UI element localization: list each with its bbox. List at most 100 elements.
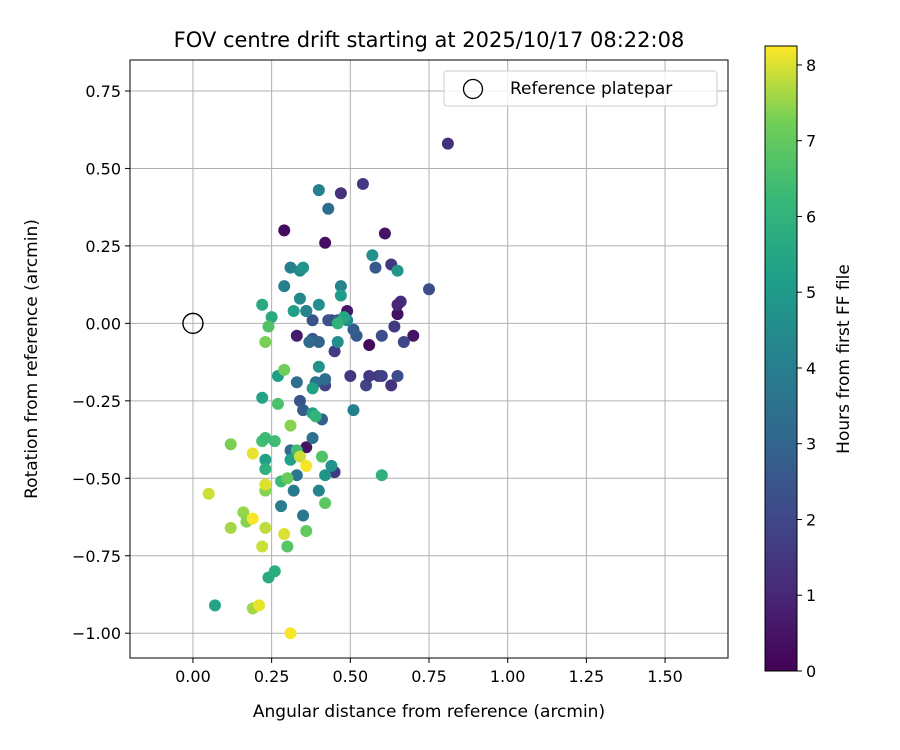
colorbar-ticks: 0 1 2 3 4 5 6 7 8 <box>797 56 816 681</box>
data-point <box>271 397 284 410</box>
data-points <box>202 137 454 640</box>
data-point <box>278 224 291 237</box>
y-tick-label: 0.25 <box>85 237 121 256</box>
x-tick-label: 0.50 <box>333 667 369 686</box>
data-point <box>256 540 269 553</box>
data-point <box>224 521 237 534</box>
y-tick-label: 0.50 <box>85 159 121 178</box>
colorbar-tick-label: 0 <box>806 662 816 681</box>
data-point <box>347 323 360 336</box>
data-point <box>253 599 266 612</box>
data-point <box>312 335 325 348</box>
data-point <box>375 329 388 342</box>
data-point <box>378 227 391 240</box>
data-point <box>397 335 410 348</box>
data-point <box>315 450 328 463</box>
data-point <box>423 283 435 296</box>
grid <box>130 60 728 658</box>
x-axis-ticks: 0.00 0.25 0.50 0.75 1.00 1.25 1.50 <box>175 658 683 686</box>
y-tick-label: −0.75 <box>72 547 121 566</box>
data-point <box>325 459 338 472</box>
data-point <box>281 540 294 553</box>
data-point <box>290 376 303 389</box>
data-point <box>224 438 237 451</box>
legend-box <box>443 70 718 107</box>
data-point <box>319 373 332 386</box>
colorbar-tick-label: 2 <box>806 510 816 529</box>
data-point <box>407 329 420 342</box>
data-point <box>284 627 297 640</box>
data-point <box>284 419 297 432</box>
data-point <box>344 370 357 383</box>
data-point <box>259 335 272 348</box>
data-point <box>297 404 310 417</box>
colorbar-tick-label: 8 <box>806 56 816 75</box>
data-point <box>356 177 369 190</box>
y-axis-ticks: −1.00 −0.75 −0.50 −0.25 0.00 0.25 0.50 0.75 <box>72 82 130 643</box>
legend: Reference platepar <box>443 70 718 107</box>
data-point <box>366 249 379 262</box>
data-point <box>262 320 275 333</box>
data-point <box>391 264 404 277</box>
data-point <box>246 512 259 525</box>
data-point <box>237 506 250 519</box>
data-point <box>312 184 325 197</box>
data-point <box>275 500 288 513</box>
data-point <box>256 298 269 311</box>
data-point <box>312 484 325 497</box>
data-point <box>331 335 344 348</box>
x-tick-label: 1.25 <box>569 667 605 686</box>
data-point <box>290 329 303 342</box>
data-point <box>375 469 388 482</box>
data-point <box>319 469 332 482</box>
data-point <box>287 484 300 497</box>
legend-label-reference: Reference platepar <box>510 79 672 99</box>
data-point <box>375 370 388 383</box>
data-point <box>202 487 215 500</box>
data-point <box>278 528 291 541</box>
data-point <box>278 280 291 293</box>
data-point <box>265 311 278 324</box>
data-point <box>385 379 398 392</box>
data-point <box>369 261 382 274</box>
x-tick-label: 0.00 <box>175 667 211 686</box>
legend-marker-reference <box>462 78 484 100</box>
data-point <box>293 450 306 463</box>
data-point <box>334 280 347 293</box>
data-point <box>306 314 319 327</box>
data-point <box>259 521 272 534</box>
data-point <box>259 432 272 445</box>
data-point <box>300 524 313 537</box>
data-point <box>293 394 306 407</box>
data-point <box>284 453 297 466</box>
data-point <box>259 478 272 491</box>
data-point <box>278 363 291 376</box>
data-point <box>300 441 313 454</box>
data-point <box>391 370 404 383</box>
data-point <box>312 360 325 373</box>
data-point <box>300 459 313 472</box>
y-axis-label: Rotation from reference (arcmin) <box>22 219 42 499</box>
data-point <box>208 599 221 612</box>
data-point <box>363 339 376 352</box>
data-point <box>347 404 360 417</box>
data-point <box>319 236 332 249</box>
data-point <box>297 261 310 274</box>
data-point <box>293 292 306 305</box>
colorbar-tick-label: 3 <box>806 435 816 454</box>
x-tick-label: 0.75 <box>411 667 447 686</box>
data-point <box>322 314 335 327</box>
data-point <box>268 565 281 578</box>
x-tick-label: 0.25 <box>254 667 290 686</box>
data-point <box>441 137 454 150</box>
data-point <box>306 432 319 445</box>
data-point <box>334 289 347 302</box>
data-point <box>312 298 325 311</box>
data-point <box>334 187 347 200</box>
data-point <box>391 308 404 321</box>
data-point <box>268 435 281 448</box>
colorbar: 0 1 2 3 4 5 6 7 8 Hours from first FF file <box>764 45 854 681</box>
data-point <box>309 410 322 423</box>
data-point <box>331 317 344 330</box>
